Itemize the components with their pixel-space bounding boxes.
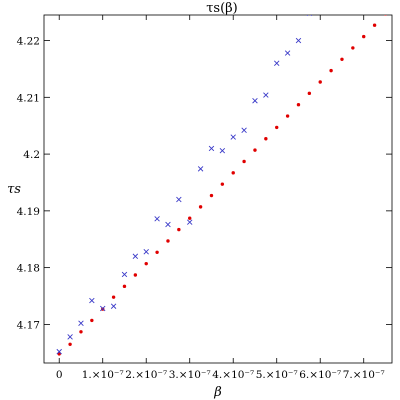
data-point-dot xyxy=(372,23,377,27)
data-point-dot xyxy=(188,216,192,220)
data-point-cross xyxy=(100,305,106,312)
data-point-dot xyxy=(275,125,279,130)
data-point-dot xyxy=(362,34,366,39)
data-point-cross xyxy=(78,320,84,326)
data-point-dot xyxy=(111,295,116,299)
data-point-dot xyxy=(155,250,159,254)
data-point-dot xyxy=(144,261,148,266)
data-point-cross xyxy=(110,303,117,309)
data-point-cross xyxy=(187,219,193,225)
data-point-dot xyxy=(307,91,312,96)
data-point-cross xyxy=(230,134,236,140)
data-point-cross xyxy=(241,127,247,133)
data-point-cross xyxy=(56,348,62,355)
chart-title: τs(β) xyxy=(206,1,238,16)
data-point-cross xyxy=(143,249,149,255)
data-point-dot xyxy=(198,205,203,209)
data-point-dot xyxy=(231,171,235,175)
data-point-dot xyxy=(285,114,290,118)
y-axis-label: τs xyxy=(7,182,21,197)
x-tick-label: 6.×10⁻⁷ xyxy=(299,369,341,381)
x-tick-label: 5.×10⁻⁷ xyxy=(256,369,298,381)
data-points xyxy=(56,15,387,356)
x-tick-label: 2.×10⁻⁷ xyxy=(125,369,167,381)
data-point-dot xyxy=(90,318,94,323)
data-point-dot xyxy=(177,227,181,232)
data-point-dot xyxy=(351,46,355,50)
x-tick-label: 7.×10⁻⁷ xyxy=(343,369,385,381)
x-axis-label: β xyxy=(213,385,222,400)
plot-frame xyxy=(43,14,393,364)
y-tick-label: 4.22 xyxy=(17,36,40,48)
x-tick-label: 4.×10⁻⁷ xyxy=(212,369,254,381)
data-point-cross xyxy=(219,147,226,154)
data-point-dot xyxy=(253,148,257,152)
y-tick-label: 4.2 xyxy=(23,149,40,161)
data-point-dot xyxy=(79,330,83,334)
data-point-cross xyxy=(274,60,280,66)
data-point-cross xyxy=(89,297,95,304)
data-point-dot xyxy=(242,159,246,164)
data-point-dot xyxy=(296,102,301,107)
data-point-cross xyxy=(132,253,139,259)
data-point-dot xyxy=(329,68,333,73)
y-axis-ticks: 4.17 4.18 4.19 4.2 4.21 4.22 xyxy=(17,36,392,331)
data-point-dot xyxy=(122,284,127,289)
data-point-dot xyxy=(209,193,214,198)
data-point-cross xyxy=(284,50,291,56)
x-axis-ticks: 0 1.×10⁻⁷ 2.×10⁻⁷ 3.×10⁻⁷ 4.×10⁻⁷ 5.×10⁻⁷ 6.×1… xyxy=(56,15,385,381)
data-point-dot xyxy=(166,239,170,243)
data-point-dot xyxy=(318,80,322,84)
x-tick-label: 3.×10⁻⁷ xyxy=(169,369,211,381)
data-point-cross xyxy=(252,98,258,104)
data-point-dot xyxy=(340,57,344,61)
data-point-dot xyxy=(264,137,268,141)
x-tick-label: 1.×10⁻⁷ xyxy=(82,369,124,381)
data-point-cross xyxy=(176,196,182,203)
data-point-dot xyxy=(133,273,138,277)
data-point-dot xyxy=(220,182,225,186)
data-point-cross xyxy=(263,92,269,98)
data-point-dot xyxy=(68,342,72,346)
data-point-cross xyxy=(197,166,204,172)
data-point-cross xyxy=(154,216,160,222)
y-tick-label: 4.17 xyxy=(17,319,40,331)
data-point-cross xyxy=(121,271,128,278)
y-tick-label: 4.18 xyxy=(17,263,40,275)
data-point-cross xyxy=(67,334,73,340)
data-point-cross xyxy=(295,37,302,44)
data-point-cross xyxy=(165,221,171,228)
data-point-cross xyxy=(208,145,215,152)
data-point-dot xyxy=(384,15,387,16)
y-tick-label: 4.19 xyxy=(17,206,40,218)
x-tick-label: 0 xyxy=(56,369,63,381)
y-tick-label: 4.21 xyxy=(17,92,40,104)
